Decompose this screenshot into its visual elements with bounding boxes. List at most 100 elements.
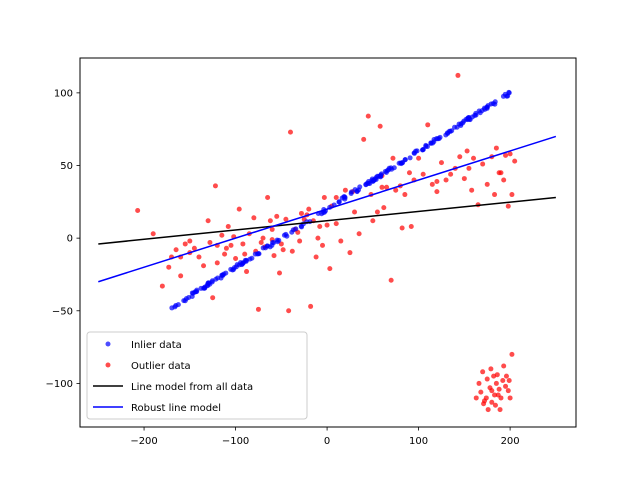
outlier-point — [222, 251, 228, 257]
outlier-point — [228, 242, 234, 248]
outlier-point — [399, 225, 405, 231]
outlier-point — [214, 260, 220, 266]
outlier-point — [374, 209, 380, 215]
legend-all-data-line-label: Line model from all data — [131, 382, 253, 393]
outlier-point — [497, 407, 503, 413]
outlier-point — [406, 170, 412, 176]
outlier-point — [506, 378, 512, 384]
y-tick-label: 100 — [54, 88, 73, 99]
outlier-point — [255, 306, 261, 312]
outlier-point — [481, 401, 487, 407]
outlier-point — [478, 389, 484, 395]
outlier-point — [492, 392, 498, 398]
outlier-point — [473, 395, 479, 401]
outlier-point — [434, 189, 440, 195]
outlier-point — [278, 241, 284, 247]
inlier-point — [437, 134, 443, 140]
outlier-point — [333, 221, 339, 227]
outlier-point — [509, 351, 515, 357]
outlier-point — [315, 235, 321, 241]
outlier-point — [489, 388, 495, 394]
line-model-all-data — [98, 196, 556, 245]
outlier-point — [388, 277, 394, 283]
outlier-point — [492, 192, 498, 198]
outlier-point — [381, 205, 387, 211]
outlier-point — [333, 194, 339, 200]
inlier-point — [446, 128, 452, 134]
outlier-point — [489, 399, 495, 405]
outlier-point — [379, 184, 385, 190]
outlier-point — [507, 395, 513, 401]
outlier-point — [233, 255, 239, 261]
plot-frame — [79, 57, 577, 428]
outlier-point — [361, 136, 367, 142]
outlier-point — [503, 373, 509, 379]
inlier-point — [256, 251, 262, 257]
outlier-point — [512, 158, 518, 164]
outlier-point — [488, 366, 494, 372]
outlier-point — [280, 247, 286, 253]
legend-box — [86, 331, 308, 420]
outlier-point — [166, 264, 172, 270]
outlier-point — [260, 235, 266, 241]
outlier-point — [173, 247, 179, 253]
legend-outlier-marker — [105, 362, 111, 368]
outlier-point — [429, 181, 435, 187]
outlier-point — [384, 184, 390, 190]
outlier-point — [469, 187, 475, 193]
x-tick-label: 0 — [324, 436, 330, 447]
inlier-point — [456, 121, 462, 127]
outlier-point — [471, 155, 477, 161]
outlier-point — [476, 380, 482, 386]
inlier-point — [357, 184, 363, 190]
x-tick-label: 100 — [409, 436, 428, 447]
outlier-point — [287, 129, 293, 135]
outlier-point — [503, 383, 509, 389]
inlier-point — [414, 148, 420, 154]
inlier-point — [202, 285, 208, 291]
inlier-point — [242, 257, 248, 263]
inlier-point — [378, 173, 384, 179]
outlier-point — [297, 238, 303, 244]
inlier-point — [228, 266, 234, 272]
outlier-point — [182, 241, 188, 247]
inlier-point — [492, 99, 498, 105]
outlier-point — [271, 253, 277, 259]
inlier-point — [342, 194, 348, 200]
outlier-point — [269, 226, 275, 232]
outlier-point — [500, 378, 506, 384]
outlier-point — [191, 245, 197, 251]
inlier-point — [175, 302, 181, 308]
outlier-point — [365, 113, 371, 119]
outlier-point — [496, 386, 502, 392]
outlier-point — [483, 395, 489, 401]
outlier-point — [492, 402, 498, 408]
outlier-point — [286, 308, 292, 314]
inlier-point — [400, 160, 406, 166]
outlier-point — [393, 187, 399, 193]
inlier-point — [428, 140, 434, 146]
inlier-point — [364, 180, 370, 186]
outlier-point — [501, 177, 507, 183]
outlier-point — [313, 254, 319, 260]
outlier-point — [347, 250, 353, 256]
outlier-point — [408, 224, 414, 230]
inlier-point — [281, 232, 287, 238]
outlier-point — [212, 183, 218, 189]
inlier-point — [276, 237, 282, 243]
outlier-point — [223, 245, 229, 251]
legend-inlier-label: Inlier data — [131, 340, 182, 351]
outlier-point — [466, 165, 472, 171]
inlier-point — [239, 262, 245, 268]
outlier-point — [267, 218, 273, 224]
inlier-point — [221, 271, 227, 277]
outlier-point — [321, 194, 327, 200]
outlier-point — [498, 395, 504, 401]
outlier-point — [242, 251, 248, 257]
outlier-point — [207, 240, 213, 245]
outlier-point — [352, 209, 358, 215]
inlier-point — [260, 245, 266, 251]
outlier-point — [338, 238, 344, 244]
inlier-point — [373, 177, 379, 183]
outlier-point — [494, 372, 500, 378]
